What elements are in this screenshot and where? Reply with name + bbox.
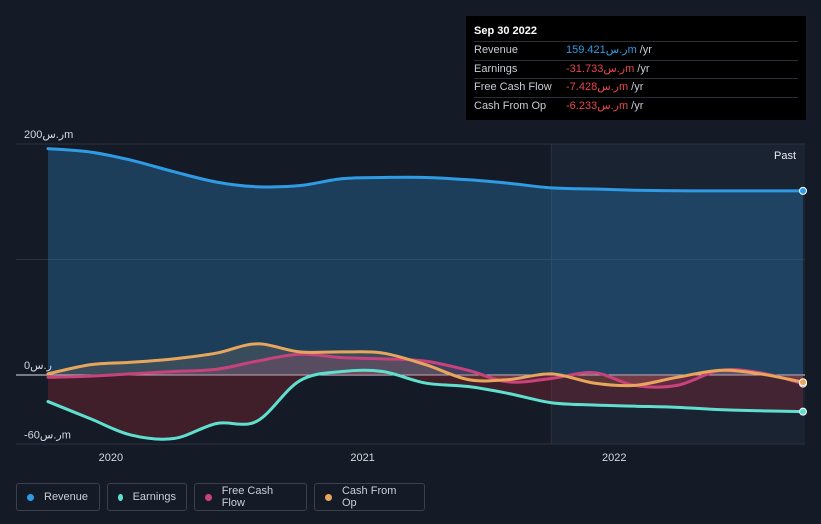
revenue-area (48, 148, 803, 375)
earnings-line (46, 368, 805, 441)
series-end-dots (799, 186, 807, 416)
tooltip-value: -31.733ر.سm (566, 62, 635, 75)
x-tick-label: 2020 (99, 452, 123, 464)
legend-label: Earnings (132, 491, 176, 503)
revenue-point (799, 186, 807, 195)
free-cash-flow-line (46, 352, 805, 389)
tooltip-row-free-cash-flow: Free Cash Flow -7.428ر.سm /yr (474, 78, 798, 97)
tooltip-unit: /yr (631, 81, 644, 93)
cash-from-op-dot-icon (325, 493, 332, 501)
chart-grid (16, 143, 805, 445)
chart-areas (48, 148, 803, 440)
tooltip-row-revenue: Revenue 159.421ر.سm /yr (474, 41, 798, 60)
y-tick-label: 0ر.س (24, 360, 52, 372)
revenue-line (46, 147, 805, 193)
tooltip-row-cash-from-op: Cash From Op -6.233ر.سm /yr (474, 96, 798, 116)
x-tick-label: 2021 (350, 452, 374, 464)
tooltip-date: Sep 30 2022 (474, 25, 537, 37)
y-tick-label: -60ر.سm (24, 429, 71, 441)
past-region (551, 144, 805, 444)
tooltip-unit: /yr (637, 62, 650, 75)
y-axis: 200ر.سm 0ر.س -60ر.سm (24, 129, 73, 441)
tooltip: Sep 30 2022 Revenue 159.421ر.سm /yr Earn… (466, 16, 806, 120)
tooltip-value: -7.428ر.سm (566, 81, 629, 93)
legend-label: Cash From Op (341, 485, 397, 509)
legend-label: Revenue (44, 491, 89, 503)
free-cash-flow-dot-icon (205, 493, 212, 501)
legend: Revenue Earnings Free Cash Flow Cash Fro… (16, 483, 425, 511)
x-axis: 2020 2021 2022 (99, 452, 627, 464)
legend-item-cash-from-op[interactable]: Cash From Op (314, 483, 425, 511)
tooltip-label: Cash From Op (474, 99, 547, 112)
y-tick-label: 200ر.سm (24, 129, 73, 141)
cash-from-op-point (799, 378, 807, 387)
tooltip-label: Revenue (474, 44, 519, 56)
past-label: Past (774, 150, 797, 162)
tooltip-row-earnings: Earnings -31.733ر.سm /yr (474, 59, 798, 79)
legend-label: Free Cash Flow (221, 485, 274, 509)
earnings-dot-icon (118, 493, 123, 501)
legend-item-earnings[interactable]: Earnings (107, 483, 187, 511)
legend-item-revenue[interactable]: Revenue (16, 483, 100, 511)
free-cash-flow-area (48, 354, 803, 388)
tooltip-unit: /yr (631, 99, 644, 112)
legend-item-free-cash-flow[interactable]: Free Cash Flow (194, 483, 307, 511)
revenue-dot-icon (27, 493, 34, 501)
cash-from-op-line (46, 342, 805, 388)
tooltip-unit: /yr (639, 44, 652, 56)
x-tick-label: 2022 (602, 452, 626, 464)
chart-lines (46, 147, 805, 441)
earnings-area (48, 370, 803, 440)
tooltip-label: Earnings (474, 62, 518, 75)
tooltip-value: 159.421ر.سm (566, 44, 637, 56)
tooltip-label: Free Cash Flow (474, 81, 552, 93)
tooltip-value: -6.233ر.سm (566, 99, 629, 112)
earnings-point (799, 407, 807, 416)
